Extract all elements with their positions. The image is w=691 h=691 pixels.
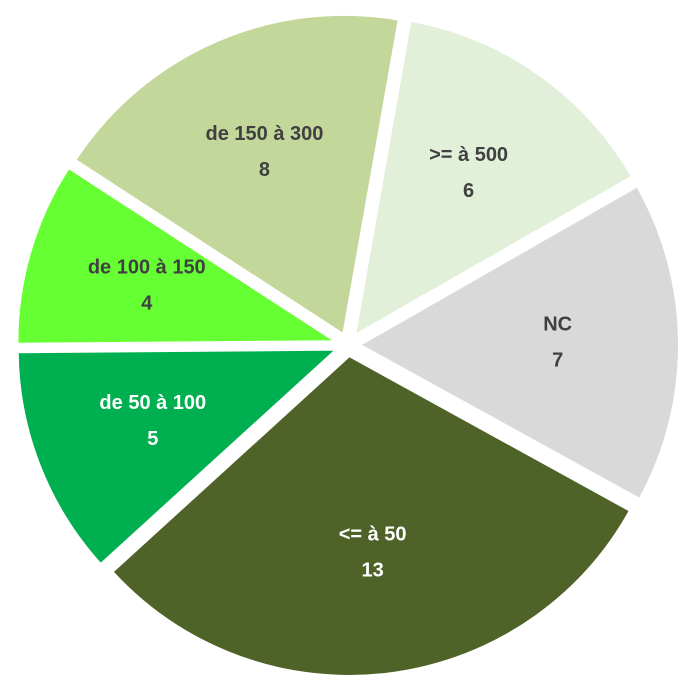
slice-label: NC: [543, 314, 572, 336]
slice-value: 4: [141, 293, 153, 315]
slice-value: 7: [552, 350, 563, 372]
pie-slice: [14, 346, 344, 569]
slice-label: de 100 à 150: [88, 257, 206, 279]
pie-slice: [71, 11, 403, 340]
pie-slice: [353, 182, 682, 503]
slice-label: de 150 à 300: [206, 123, 324, 145]
pie-slice: [351, 17, 636, 341]
pie-slice: [14, 163, 346, 347]
slice-value: 5: [147, 428, 158, 450]
slice-value: 13: [361, 559, 383, 581]
pie-slice: [108, 352, 634, 679]
slice-label: <= à 50: [339, 523, 407, 545]
slice-label: de 50 à 100: [99, 392, 206, 414]
slice-value: 8: [259, 159, 270, 181]
slice-label: >= à 500: [429, 144, 508, 166]
slice-value: 6: [463, 180, 474, 202]
